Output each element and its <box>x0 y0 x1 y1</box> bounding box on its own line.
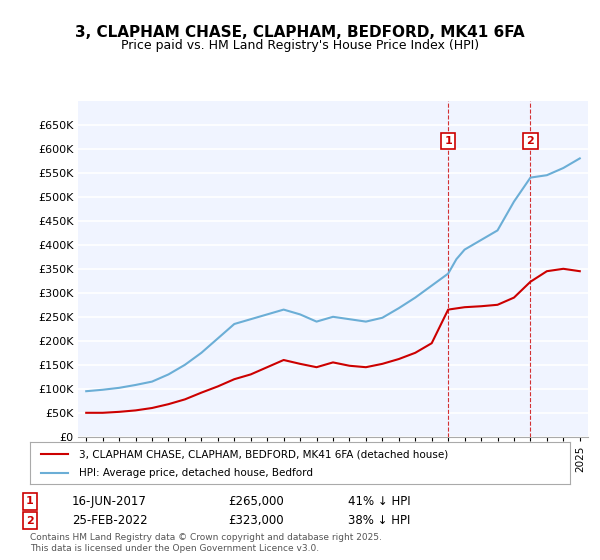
Text: Contains HM Land Registry data © Crown copyright and database right 2025.
This d: Contains HM Land Registry data © Crown c… <box>30 534 382 553</box>
Text: 16-JUN-2017: 16-JUN-2017 <box>72 494 147 508</box>
Text: 38% ↓ HPI: 38% ↓ HPI <box>348 514 410 528</box>
Text: HPI: Average price, detached house, Bedford: HPI: Average price, detached house, Bedf… <box>79 468 313 478</box>
Text: 3, CLAPHAM CHASE, CLAPHAM, BEDFORD, MK41 6FA: 3, CLAPHAM CHASE, CLAPHAM, BEDFORD, MK41… <box>75 25 525 40</box>
Text: 25-FEB-2022: 25-FEB-2022 <box>72 514 148 528</box>
Text: 3, CLAPHAM CHASE, CLAPHAM, BEDFORD, MK41 6FA (detached house): 3, CLAPHAM CHASE, CLAPHAM, BEDFORD, MK41… <box>79 449 448 459</box>
Text: 2: 2 <box>26 516 34 526</box>
Text: 41% ↓ HPI: 41% ↓ HPI <box>348 494 410 508</box>
Text: 2: 2 <box>527 136 534 146</box>
Text: £323,000: £323,000 <box>228 514 284 528</box>
Text: 1: 1 <box>444 136 452 146</box>
Text: Price paid vs. HM Land Registry's House Price Index (HPI): Price paid vs. HM Land Registry's House … <box>121 39 479 52</box>
Text: £265,000: £265,000 <box>228 494 284 508</box>
Text: 1: 1 <box>26 496 34 506</box>
